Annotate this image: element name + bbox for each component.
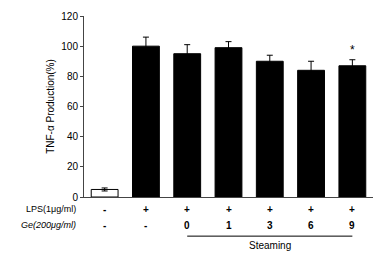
svg-text:9: 9	[349, 220, 355, 231]
svg-text:0: 0	[184, 220, 190, 231]
svg-text:+: +	[308, 204, 314, 215]
svg-text:+: +	[267, 204, 273, 215]
svg-text:120: 120	[61, 11, 78, 22]
svg-text:*: *	[350, 43, 355, 57]
svg-text:Ge(200μg/ml): Ge(200μg/ml)	[21, 220, 76, 230]
svg-text:-: -	[103, 220, 106, 231]
svg-text:20: 20	[67, 161, 79, 172]
svg-text:-: -	[103, 204, 106, 215]
svg-text:1: 1	[226, 220, 232, 231]
svg-text:40: 40	[67, 131, 79, 142]
svg-text:+: +	[143, 204, 149, 215]
svg-text:-: -	[144, 220, 147, 231]
svg-text:Steaming: Steaming	[249, 240, 291, 251]
svg-text:+: +	[184, 204, 190, 215]
svg-text:LPS(1μg/ml): LPS(1μg/ml)	[26, 204, 76, 214]
svg-text:TNF-α Production(%): TNF-α Production(%)	[45, 59, 56, 154]
svg-text:3: 3	[267, 220, 273, 231]
svg-text:+: +	[226, 204, 232, 215]
svg-text:6: 6	[308, 220, 314, 231]
svg-text:+: +	[349, 204, 355, 215]
svg-text:60: 60	[67, 101, 79, 112]
svg-text:100: 100	[61, 41, 78, 52]
svg-text:80: 80	[67, 71, 79, 82]
svg-text:0: 0	[72, 192, 78, 203]
